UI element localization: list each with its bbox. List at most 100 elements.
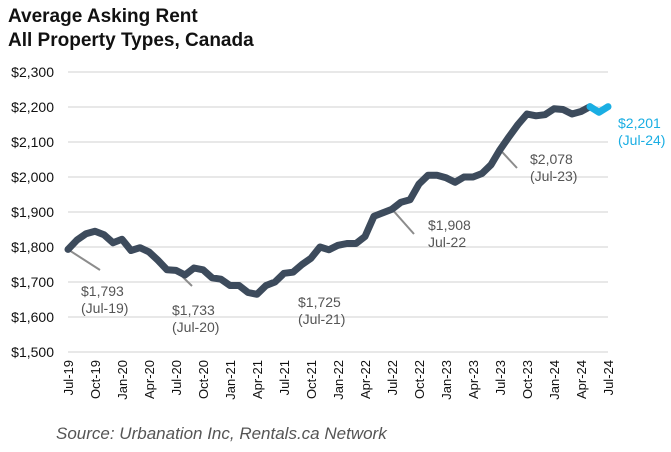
x-tick-label: Jul-19	[61, 360, 76, 395]
y-tick-label: $1,800	[11, 239, 54, 255]
data-point	[397, 199, 405, 206]
annotation-value: $1,733	[172, 302, 215, 318]
data-point	[172, 267, 180, 274]
annotation-leader-line	[499, 149, 518, 169]
data-point	[118, 236, 126, 243]
y-tick-label: $2,200	[11, 99, 54, 115]
data-point	[91, 228, 99, 235]
annotation-value: $1,908	[428, 217, 471, 233]
annotation-value: $2,201	[618, 115, 661, 131]
data-point	[532, 112, 540, 119]
data-point	[316, 243, 324, 251]
data-point	[181, 271, 189, 279]
y-tick-label: $1,600	[11, 309, 54, 325]
x-tick-label: Jan-21	[223, 360, 238, 400]
x-tick-label: Jan-22	[331, 360, 346, 400]
data-point	[415, 180, 423, 188]
x-tick-label: Apr-20	[142, 360, 157, 399]
data-point	[190, 264, 198, 272]
y-tick-label: $2,100	[11, 134, 54, 150]
data-point	[73, 236, 81, 244]
x-tick-label: Oct-23	[520, 360, 535, 399]
x-tick-label: Apr-22	[358, 360, 373, 399]
x-tick-label: Oct-20	[196, 360, 211, 399]
data-point	[244, 289, 252, 296]
data-point	[541, 111, 549, 118]
data-point	[280, 270, 288, 277]
data-point	[595, 109, 603, 116]
data-point	[424, 172, 432, 179]
data-point	[100, 231, 108, 238]
data-point	[217, 276, 225, 283]
data-point	[469, 173, 477, 181]
y-tick-label: $2,300	[11, 64, 54, 80]
x-tick-label: Jul-22	[385, 360, 400, 395]
annotation-date: Jul-22	[428, 234, 466, 250]
data-point	[226, 282, 234, 289]
x-tick-label: Apr-23	[466, 360, 481, 399]
data-point	[109, 239, 117, 246]
data-point	[586, 103, 594, 110]
annotation-date: (Jul-24)	[618, 132, 665, 148]
series-line	[64, 103, 594, 298]
data-point	[253, 291, 261, 298]
data-point	[334, 242, 342, 249]
x-tick-label: Apr-24	[574, 360, 589, 399]
annotation-value: $2,078	[530, 151, 573, 167]
data-point	[145, 248, 153, 256]
data-point	[568, 110, 576, 118]
data-point	[370, 213, 378, 220]
data-point	[523, 110, 531, 118]
data-point	[433, 172, 441, 179]
data-point	[127, 247, 135, 254]
data-point	[163, 266, 171, 273]
data-point	[577, 108, 585, 115]
annotation-leader-line	[391, 208, 415, 235]
x-tick-label: Oct-22	[412, 360, 427, 399]
data-point	[406, 196, 414, 203]
data-point	[199, 266, 207, 273]
data-point	[478, 170, 486, 177]
data-point	[262, 282, 270, 289]
data-point	[154, 257, 162, 264]
y-tick-label: $1,700	[11, 274, 54, 290]
data-point	[325, 246, 333, 253]
annotation-date: (Jul-21)	[298, 311, 345, 327]
data-point	[487, 161, 495, 168]
data-point	[442, 174, 450, 181]
x-tick-label: Jan-24	[547, 360, 562, 400]
data-point	[514, 121, 522, 128]
annotation-date: (Jul-19)	[81, 300, 128, 316]
annotation-value: $1,793	[81, 283, 124, 299]
data-point	[496, 146, 504, 153]
data-point	[352, 240, 360, 247]
data-point	[451, 179, 459, 186]
y-tick-label: $1,500	[11, 344, 54, 360]
data-point	[388, 206, 396, 213]
data-point	[343, 240, 351, 247]
data-point	[379, 209, 387, 216]
data-point	[559, 106, 567, 113]
annotation-date: (Jul-20)	[172, 319, 219, 335]
x-tick-label: Apr-21	[250, 360, 265, 399]
x-tick-label: Jan-20	[115, 360, 130, 400]
annotation-value: $1,725	[298, 294, 341, 310]
data-point	[82, 230, 90, 237]
chart-source: Source: Urbanation Inc, Rentals.ca Netwo…	[56, 424, 387, 443]
data-point	[271, 278, 279, 286]
x-tick-label: Jan-23	[439, 360, 454, 400]
data-point	[550, 105, 558, 112]
y-tick-label: $1,900	[11, 204, 54, 220]
annotation-date: (Jul-23)	[530, 168, 577, 184]
data-point	[208, 274, 216, 281]
chart-subtitle: All Property Types, Canada	[8, 30, 254, 51]
data-point	[505, 133, 513, 140]
x-tick-label: Oct-19	[88, 360, 103, 399]
x-tick-label: Jul-20	[169, 360, 184, 395]
x-tick-label: Jul-21	[277, 360, 292, 395]
data-point	[289, 269, 297, 276]
x-tick-label: Jul-23	[493, 360, 508, 395]
data-point	[136, 244, 144, 251]
chart-title: Average Asking Rent	[8, 6, 198, 27]
